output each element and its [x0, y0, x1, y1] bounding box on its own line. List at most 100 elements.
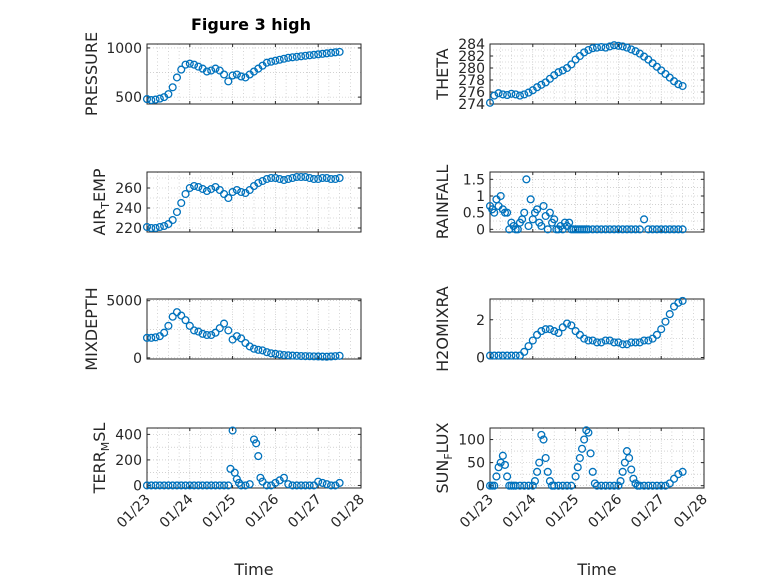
data-point: [601, 336, 610, 345]
data-point: [586, 449, 595, 458]
data-point: [142, 481, 152, 490]
data-point: [172, 73, 182, 82]
data-point: [558, 481, 567, 490]
data-point: [164, 219, 173, 229]
y-tick-label: 0: [476, 479, 485, 495]
data-point: [522, 175, 531, 184]
data-point: [314, 50, 323, 59]
data-point: [580, 48, 589, 57]
data-point: [635, 338, 644, 347]
data-point: [335, 478, 344, 487]
data-point: [622, 340, 632, 349]
data-point: [530, 477, 539, 486]
y-tick-label: 200: [115, 453, 142, 469]
data-point: [674, 298, 683, 307]
data-point: [661, 317, 670, 326]
data-point: [597, 225, 606, 234]
data-point: [515, 481, 525, 490]
data-point: [292, 481, 301, 490]
data-point: [618, 225, 627, 234]
data-point: [503, 90, 512, 100]
data-point: [275, 476, 284, 485]
data-point: [190, 481, 199, 490]
data-point: [537, 430, 546, 439]
y-axis-label: TERRMSL: [90, 423, 112, 495]
data-point: [142, 333, 152, 342]
data-point: [545, 477, 554, 486]
x-axis-label: Time: [233, 560, 273, 579]
data-point: [215, 185, 224, 195]
axes-box: [489, 427, 705, 489]
data-point: [533, 83, 542, 92]
data-point: [168, 312, 177, 321]
data-point: [284, 174, 293, 184]
data-point: [625, 453, 634, 463]
y-tick-label: 282: [458, 49, 485, 65]
data-point: [610, 338, 619, 347]
data-point: [580, 334, 589, 343]
figure-title: Figure 3 high: [191, 15, 311, 34]
data-point: [614, 481, 623, 490]
data-point: [588, 44, 597, 53]
data-point: [616, 477, 625, 486]
data-point: [241, 481, 250, 490]
data-point: [151, 481, 160, 490]
data-point: [652, 225, 661, 234]
data-point: [584, 428, 593, 437]
y-axis-label: RAINFALL: [433, 165, 452, 240]
y-tick-label: 220: [115, 221, 142, 237]
data-point: [288, 351, 297, 360]
data-point: [490, 91, 499, 100]
data-point: [271, 478, 280, 487]
data-point: [503, 208, 512, 217]
data-point: [503, 472, 512, 481]
data-point: [309, 352, 318, 361]
data-point: [305, 173, 314, 183]
y-tick-label: 276: [458, 85, 485, 101]
data-point: [597, 42, 606, 52]
data-point: [297, 52, 306, 61]
data-point: [219, 70, 229, 79]
data-point: [622, 447, 632, 456]
data-point: [267, 173, 276, 183]
data-point: [605, 225, 614, 234]
data-point: [262, 348, 271, 357]
data-point: [485, 98, 495, 107]
data-point: [567, 481, 576, 490]
data-point: [614, 41, 623, 50]
data-point: [539, 201, 548, 211]
y-tick-label: 400: [115, 427, 142, 443]
data-point: [562, 481, 572, 490]
data-point: [142, 95, 152, 104]
data-point: [582, 426, 591, 435]
data-point: [631, 47, 640, 56]
data-point: [627, 465, 636, 474]
data-point: [262, 58, 271, 67]
data-point: [147, 223, 156, 233]
data-point: [640, 481, 649, 490]
data-point: [284, 480, 293, 489]
axes-box: [146, 427, 362, 489]
data-point: [588, 336, 597, 345]
y-tick-label: 284: [458, 37, 485, 53]
y-axis-label: THETA: [433, 48, 452, 100]
data-point: [190, 60, 199, 69]
data-point: [224, 481, 233, 490]
data-point: [652, 330, 661, 339]
data-point: [490, 208, 499, 217]
data-point: [541, 453, 550, 463]
data-point: [219, 319, 229, 328]
data-point: [151, 333, 160, 342]
axes-box: [146, 171, 362, 233]
data-point: [631, 479, 640, 488]
data-point: [665, 479, 674, 488]
data-point: [207, 481, 216, 490]
data-point: [207, 66, 216, 75]
data-point: [627, 225, 636, 234]
data-point: [669, 225, 679, 234]
data-point: [539, 435, 548, 444]
data-point: [164, 90, 173, 99]
data-point: [279, 350, 289, 360]
